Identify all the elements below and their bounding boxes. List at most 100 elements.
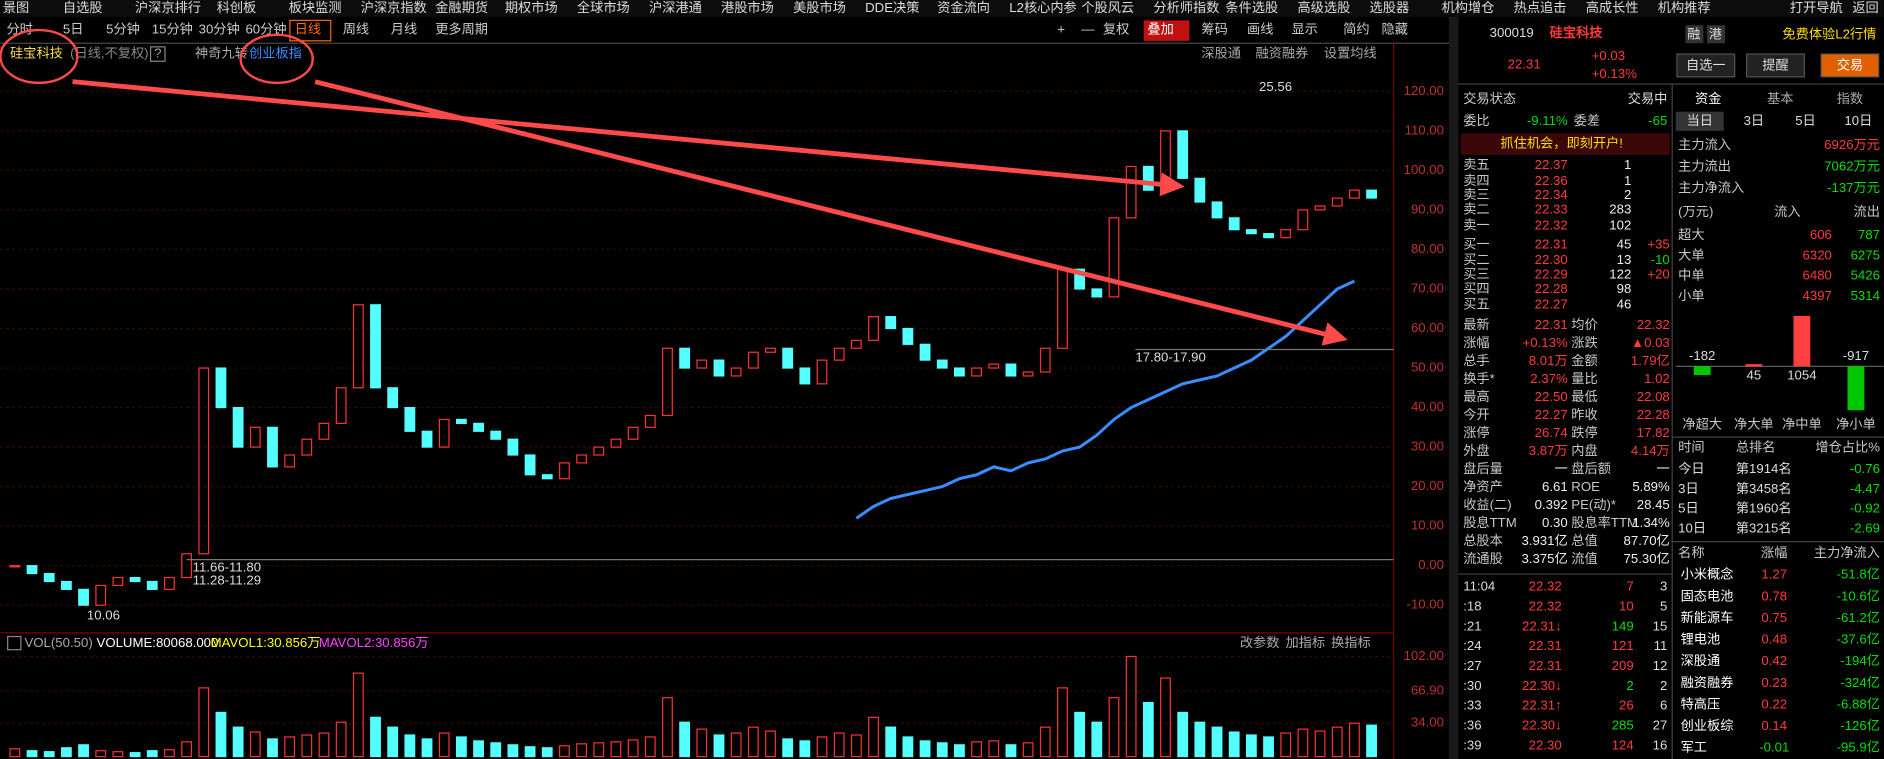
- menu-item[interactable]: 沪深港通: [649, 0, 702, 15]
- menu-item[interactable]: 选股器: [1370, 0, 1410, 15]
- sector-name[interactable]: 固态电池: [1681, 588, 1734, 603]
- button[interactable]: 交易: [1837, 57, 1863, 73]
- tab[interactable]: 基本: [1767, 91, 1793, 106]
- menu-item[interactable]: 高成长性: [1586, 0, 1639, 15]
- label: 22.32: [1529, 599, 1562, 614]
- label: 0.42: [1761, 653, 1787, 668]
- menu-item[interactable]: 条件选股: [1225, 0, 1278, 15]
- candle: [9, 565, 21, 568]
- menu-item[interactable]: 期权市场: [505, 0, 558, 15]
- volume-bar: [988, 740, 1000, 758]
- period-button[interactable]: 30分钟: [199, 21, 240, 37]
- period-tab[interactable]: 5日: [1795, 113, 1816, 128]
- tool-button[interactable]: 简约: [1343, 21, 1369, 37]
- period-button[interactable]: 分时: [6, 22, 32, 37]
- period-button[interactable]: 日线: [295, 22, 321, 37]
- volume-header: VOLUME:80068.000: [97, 635, 219, 650]
- menu-item[interactable]: 打开导航: [1790, 0, 1843, 15]
- label: :39: [1463, 737, 1481, 752]
- indicator-button[interactable]: 改参数: [1240, 634, 1280, 650]
- sector-name[interactable]: 融资融券: [1681, 675, 1734, 690]
- menu-item[interactable]: 热点追击: [1514, 0, 1567, 15]
- button[interactable]: 自选一: [1686, 58, 1726, 73]
- label: 22.31: [1535, 236, 1568, 251]
- indicator-button[interactable]: 加指标: [1285, 635, 1325, 650]
- tool-button[interactable]: 隐藏: [1382, 22, 1408, 37]
- candle: [249, 426, 261, 448]
- sector-name[interactable]: 小米概念: [1681, 566, 1734, 582]
- menu-item[interactable]: 高级选股: [1297, 0, 1350, 15]
- menu-item[interactable]: 资金流向: [937, 0, 990, 15]
- menu-item[interactable]: 机构推荐: [1658, 0, 1711, 15]
- sector-name[interactable]: 特高压: [1681, 695, 1721, 711]
- volume-bar: [747, 726, 759, 758]
- menu-item[interactable]: 全球市场: [577, 0, 630, 15]
- active-tab: [1143, 20, 1190, 41]
- volume-bar: [524, 746, 536, 758]
- menu-item[interactable]: 自选股: [63, 0, 103, 15]
- tool-button[interactable]: 画线: [1247, 22, 1273, 37]
- period-tab[interactable]: 10日: [1844, 113, 1872, 128]
- volume-bar: [1177, 711, 1189, 758]
- label: -10.6亿: [1837, 588, 1880, 603]
- period-button[interactable]: 60分钟: [245, 21, 286, 37]
- label: 流值: [1571, 551, 1597, 566]
- menu-item[interactable]: 港股市场: [721, 0, 774, 15]
- volume-bar: [1228, 731, 1240, 758]
- chart-option[interactable]: 融资融券: [1255, 46, 1308, 61]
- menu-item[interactable]: 机构增仓: [1442, 0, 1495, 15]
- tool-button[interactable]: 叠加: [1147, 22, 1173, 37]
- sector-name[interactable]: 新能源车: [1681, 609, 1734, 625]
- label: 22.31↑: [1522, 698, 1562, 713]
- period-tab[interactable]: 当日: [1687, 113, 1713, 128]
- indicator-button[interactable]: 换指标: [1331, 635, 1371, 650]
- menu-item[interactable]: 分析师指数: [1153, 0, 1219, 15]
- menu-item[interactable]: 板块监测: [289, 0, 342, 15]
- tool-button[interactable]: —: [1081, 22, 1095, 37]
- menu-item[interactable]: 美股市场: [793, 0, 846, 15]
- label: 22.28: [1535, 281, 1568, 296]
- label: 98: [1617, 281, 1632, 296]
- sector-name[interactable]: 深股通: [1681, 653, 1721, 668]
- label: 净资产: [1463, 479, 1503, 494]
- sector-name[interactable]: 军工: [1681, 740, 1707, 755]
- tool-button[interactable]: 复权: [1103, 21, 1129, 37]
- tool-button[interactable]: 筹码: [1201, 21, 1227, 37]
- chart-option[interactable]: 设置均线: [1324, 46, 1377, 61]
- label: -65: [1648, 113, 1667, 128]
- tool-button[interactable]: +: [1057, 22, 1065, 37]
- sector-name[interactable]: 创业板综: [1681, 718, 1734, 733]
- period-button[interactable]: 5日: [63, 22, 84, 37]
- tab[interactable]: 指数: [1837, 91, 1863, 106]
- menu-item[interactable]: 金融期货: [435, 0, 488, 15]
- candle: [112, 576, 124, 587]
- label: 26.74: [1535, 425, 1568, 440]
- menu-item[interactable]: 沪深京指数: [361, 0, 427, 15]
- period-button[interactable]: 月线: [391, 22, 417, 37]
- menu-item[interactable]: 个股风云: [1081, 0, 1134, 15]
- candle: [1091, 288, 1103, 298]
- menu-item[interactable]: L2核心内参: [1009, 0, 1077, 15]
- menu-item[interactable]: DDE决策: [865, 0, 919, 15]
- candle: [129, 576, 141, 583]
- tool-button[interactable]: 显示: [1291, 22, 1317, 37]
- l2-link[interactable]: 免费体验L2行情: [1782, 26, 1876, 41]
- button[interactable]: 提醒: [1762, 58, 1788, 73]
- sector-name[interactable]: 锂电池: [1681, 632, 1721, 647]
- tab[interactable]: 资金: [1695, 91, 1721, 106]
- period-tab[interactable]: 3日: [1744, 113, 1765, 128]
- menu-item[interactable]: 返回: [1852, 0, 1878, 15]
- volume-bar: [95, 750, 107, 758]
- label: 今日: [1678, 461, 1704, 476]
- period-button[interactable]: 周线: [343, 22, 369, 37]
- label: 16: [1653, 737, 1668, 752]
- menu-item[interactable]: 沪深京排行: [135, 0, 201, 15]
- volume-bar: [559, 745, 570, 758]
- menu-item[interactable]: 景图: [3, 0, 29, 15]
- period-button[interactable]: 更多周期: [435, 21, 488, 37]
- period-button[interactable]: 15分钟: [152, 21, 193, 37]
- period-button[interactable]: 5分钟: [106, 21, 140, 37]
- menu-item[interactable]: 科创板: [217, 0, 257, 15]
- label: 5: [1660, 599, 1667, 614]
- chart-option[interactable]: 深股通: [1201, 46, 1241, 61]
